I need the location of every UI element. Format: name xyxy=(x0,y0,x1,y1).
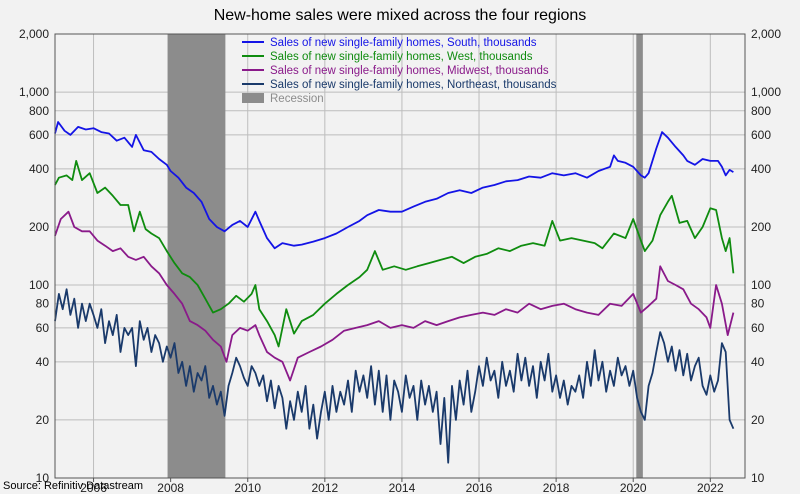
y-tick-label-right: 400 xyxy=(751,162,771,176)
y-tick-label-left: 100 xyxy=(29,278,49,292)
x-axis: 2006 2008 2010 2012 2014 2016 2018 2020 2022 xyxy=(80,478,724,494)
y-tick-label-right: 80 xyxy=(751,297,765,311)
source-note: Source: Refinitiv Datastream xyxy=(3,480,143,492)
y-tick-label-left: 40 xyxy=(36,355,50,369)
legend: Sales of new single-family homes, South,… xyxy=(242,37,557,105)
legend-label-2: Sales of new single-family homes, West, … xyxy=(270,51,533,63)
recession-band-1 xyxy=(167,34,226,478)
y-axis-left: 10 20 40 60 80 100 200 400 600 800 1,000 2,000 xyxy=(19,27,49,485)
series-lines xyxy=(54,121,735,464)
y-axis-right: 10 20 40 60 80 100 200 400 600 800 1,000 2,000 xyxy=(751,27,781,485)
y-tick-label-right: 20 xyxy=(751,413,765,427)
y-tick-label-left: 80 xyxy=(36,297,50,311)
y-tick-label-left: 20 xyxy=(36,413,50,427)
recession-bands xyxy=(167,34,643,478)
x-tick-label: 2020 xyxy=(620,481,647,494)
y-tick-label-right: 10 xyxy=(751,471,765,485)
y-tick-label-right: 600 xyxy=(751,128,771,142)
x-tick-label: 2008 xyxy=(157,481,184,494)
series-line-3 xyxy=(54,210,735,382)
y-tick-label-right: 100 xyxy=(751,278,771,292)
x-tick-label: 2006 xyxy=(80,481,107,494)
series-line-1 xyxy=(54,121,734,250)
x-tick-label: 2016 xyxy=(466,481,493,494)
series-line-2 xyxy=(54,160,735,348)
x-tick-label: 2010 xyxy=(234,481,261,494)
y-tick-label-left: 400 xyxy=(29,162,49,176)
x-tick-label: 2012 xyxy=(311,481,338,494)
y-tick-label-right: 800 xyxy=(751,104,771,118)
series-line-4 xyxy=(54,288,735,464)
x-tick-label: 2018 xyxy=(543,481,570,494)
y-tick-label-right: 40 xyxy=(751,355,765,369)
y-tick-label-left: 200 xyxy=(29,220,49,234)
y-tick-label-left: 2,000 xyxy=(19,27,49,41)
legend-label-recession: Recession xyxy=(270,93,324,105)
y-tick-label-right: 60 xyxy=(751,321,765,335)
y-tick-label-left: 600 xyxy=(29,128,49,142)
y-tick-label-right: 1,000 xyxy=(751,85,781,99)
legend-label-1: Sales of new single-family homes, South,… xyxy=(270,37,537,49)
x-tick-label: 2022 xyxy=(697,481,724,494)
plot-frame xyxy=(54,33,746,479)
legend-swatch-recession xyxy=(242,93,264,103)
chart-title: New-home sales were mixed across the fou… xyxy=(214,7,587,24)
legend-label-3: Sales of new single-family homes, Midwes… xyxy=(270,65,549,77)
recession-band-2 xyxy=(636,34,643,478)
y-tick-label-left: 60 xyxy=(36,321,50,335)
y-tick-label-left: 800 xyxy=(29,104,49,118)
y-tick-label-right: 2,000 xyxy=(751,27,781,41)
x-tick-label: 2014 xyxy=(389,481,416,494)
y-tick-label-left: 10 xyxy=(36,471,50,485)
y-tick-label-right: 200 xyxy=(751,220,771,234)
legend-label-4: Sales of new single-family homes, Northe… xyxy=(270,79,557,91)
y-tick-label-left: 1,000 xyxy=(19,85,49,99)
